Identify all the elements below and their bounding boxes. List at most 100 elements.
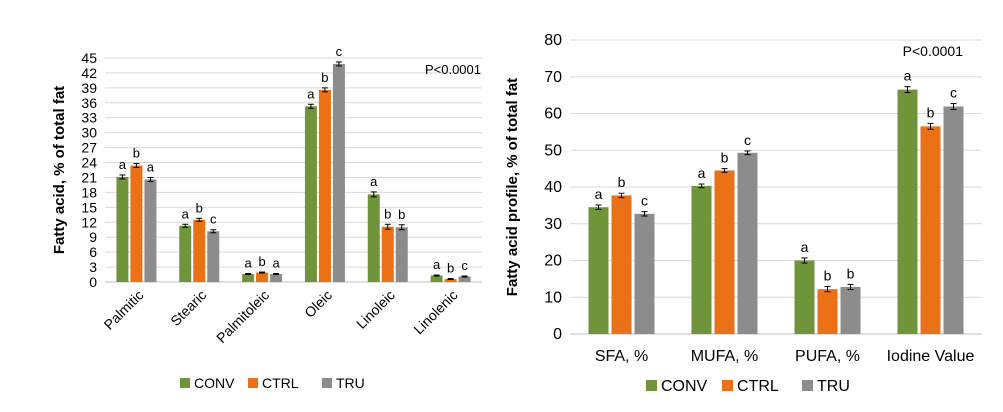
bar-ctrl bbox=[920, 126, 941, 334]
bar-conv bbox=[367, 194, 380, 282]
y-tick-label: 33 bbox=[81, 110, 97, 126]
y-tick-label: 18 bbox=[81, 184, 97, 200]
bar-tru bbox=[332, 63, 345, 283]
significance-letter: c bbox=[744, 132, 751, 148]
bar-conv bbox=[897, 89, 918, 334]
legend-label: CTRL bbox=[262, 375, 299, 391]
significance-letter: a bbox=[801, 239, 809, 255]
y-tick-label: 30 bbox=[544, 216, 562, 233]
significance-letter: a bbox=[595, 186, 603, 202]
legend-label: CTRL bbox=[737, 378, 779, 395]
bar-ctrl bbox=[817, 289, 838, 334]
bar-ctrl bbox=[381, 226, 394, 282]
bar-tru bbox=[144, 179, 157, 282]
y-tick-label: 0 bbox=[553, 326, 562, 343]
bar-ctrl bbox=[444, 279, 457, 282]
y-tick-label: 27 bbox=[81, 140, 97, 156]
significance-letter: b bbox=[847, 265, 855, 281]
bar-tru bbox=[270, 274, 283, 282]
y-axis-label: Fatty acid profile, % of total fat bbox=[504, 78, 521, 296]
y-tick-label: 20 bbox=[544, 253, 562, 270]
significance-letter: c bbox=[641, 193, 648, 209]
y-tick-label: 80 bbox=[544, 32, 562, 49]
bar-tru bbox=[395, 227, 408, 282]
legend-swatch-tru bbox=[802, 380, 813, 391]
bar-tru bbox=[840, 286, 861, 334]
y-axis-label: Fatty acid, % of total fat bbox=[51, 86, 68, 254]
legend-swatch-conv bbox=[180, 378, 190, 388]
significance-letter: c bbox=[336, 44, 343, 59]
x-tick-label: MUFA, % bbox=[691, 348, 759, 365]
x-tick-label: PUFA, % bbox=[795, 348, 860, 365]
legend-label: CONV bbox=[194, 375, 235, 391]
bar-tru bbox=[458, 276, 471, 282]
legend-swatch-ctrl bbox=[248, 378, 258, 388]
bar-conv bbox=[179, 225, 192, 282]
bar-tru bbox=[737, 152, 758, 334]
significance-letter: c bbox=[461, 258, 468, 273]
significance-letter: b bbox=[721, 150, 729, 166]
significance-letter: b bbox=[824, 268, 832, 284]
y-tick-label: 0 bbox=[89, 274, 97, 290]
significance-letter: a bbox=[698, 165, 706, 181]
significance-letter: b bbox=[258, 254, 265, 269]
significance-letter: b bbox=[447, 261, 454, 276]
bar-ctrl bbox=[611, 195, 632, 334]
y-tick-label: 21 bbox=[81, 169, 97, 185]
y-tick-label: 3 bbox=[89, 259, 97, 275]
y-tick-label: 45 bbox=[81, 50, 97, 66]
bar-ctrl bbox=[318, 89, 331, 282]
significance-letter: c bbox=[210, 212, 217, 227]
significance-letter: b bbox=[196, 200, 203, 215]
x-tick-label: SFA, % bbox=[595, 348, 648, 365]
significance-letter: a bbox=[119, 157, 127, 172]
bar-ctrl bbox=[714, 170, 735, 334]
bar-conv bbox=[116, 176, 129, 282]
bar-tru bbox=[634, 213, 655, 334]
bar-conv bbox=[588, 207, 609, 334]
y-tick-label: 40 bbox=[544, 179, 562, 196]
y-tick-label: 9 bbox=[89, 229, 97, 245]
significance-letter: a bbox=[182, 206, 190, 221]
y-tick-label: 70 bbox=[544, 69, 562, 86]
bar-ctrl bbox=[256, 272, 269, 282]
significance-letter: a bbox=[272, 256, 280, 271]
legend-swatch-ctrl bbox=[722, 380, 733, 391]
significance-letter: b bbox=[133, 146, 140, 161]
y-tick-label: 10 bbox=[544, 289, 562, 306]
bar-ctrl bbox=[130, 165, 143, 282]
x-tick-label: Iodine Value bbox=[887, 348, 975, 365]
significance-letter: a bbox=[370, 174, 378, 189]
y-tick-label: 6 bbox=[89, 244, 97, 260]
significance-letter: b bbox=[927, 104, 935, 120]
legend-swatch-tru bbox=[322, 378, 332, 388]
y-tick-label: 60 bbox=[544, 106, 562, 123]
bar-conv bbox=[242, 274, 255, 282]
legend-label: CONV bbox=[661, 378, 708, 395]
p-value-annotation: P<0.0001 bbox=[425, 62, 481, 77]
significance-letter: b bbox=[618, 174, 626, 190]
y-tick-label: 50 bbox=[544, 142, 562, 159]
significance-letter: a bbox=[307, 86, 315, 101]
p-value-annotation: P<0.0001 bbox=[903, 43, 964, 59]
y-tick-label: 42 bbox=[81, 65, 97, 81]
bar-conv bbox=[794, 260, 815, 334]
y-tick-label: 39 bbox=[81, 80, 97, 96]
significance-letter: b bbox=[321, 70, 328, 85]
significance-letter: a bbox=[904, 68, 912, 84]
bar-conv bbox=[691, 185, 712, 334]
significance-letter: b bbox=[398, 207, 405, 222]
legend-label: TRU bbox=[817, 378, 850, 395]
legend-label: TRU bbox=[336, 375, 365, 391]
bar-tru bbox=[207, 231, 220, 282]
y-tick-label: 36 bbox=[81, 95, 97, 111]
legend-swatch-conv bbox=[646, 380, 657, 391]
significance-letter: a bbox=[147, 159, 155, 174]
bar-conv bbox=[304, 106, 317, 282]
significance-letter: a bbox=[244, 256, 252, 271]
y-tick-label: 24 bbox=[81, 155, 97, 171]
significance-letter: a bbox=[433, 257, 441, 272]
